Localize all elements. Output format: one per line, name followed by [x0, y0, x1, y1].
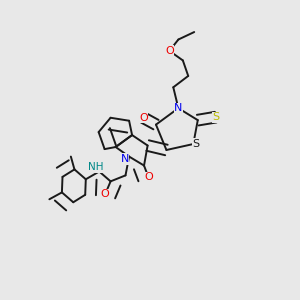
- Text: O: O: [165, 46, 174, 56]
- Text: S: S: [193, 139, 200, 149]
- Text: O: O: [144, 172, 153, 182]
- Text: N: N: [174, 103, 183, 113]
- Text: NH: NH: [88, 162, 104, 172]
- Text: O: O: [139, 113, 148, 123]
- Text: O: O: [101, 189, 110, 199]
- Text: S: S: [212, 112, 219, 122]
- Text: N: N: [120, 154, 129, 164]
